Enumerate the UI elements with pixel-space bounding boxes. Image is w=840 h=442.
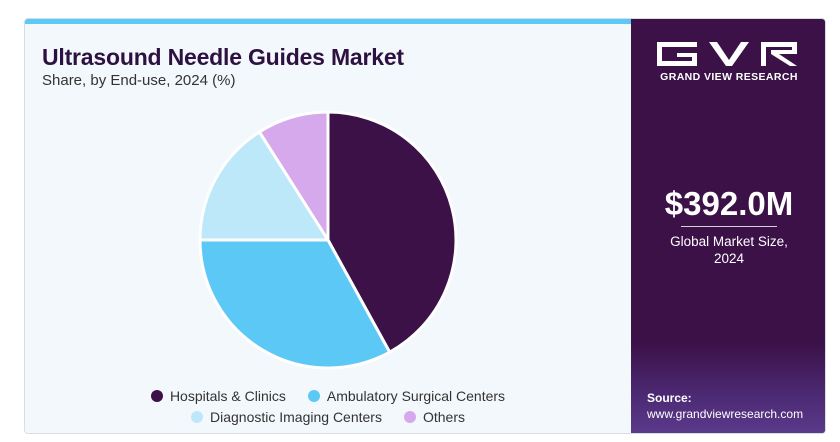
pie-slice-others xyxy=(257,110,330,242)
pie-slice-hospitals-clinics xyxy=(326,110,458,354)
chart-subtitle: Share, by End-use, 2024 (%) xyxy=(42,72,236,89)
info-panel-band xyxy=(631,343,825,433)
legend-item-others: Others xyxy=(403,409,465,425)
brand-logo-icon xyxy=(657,42,797,66)
legend-label: Diagnostic Imaging Centers xyxy=(210,409,382,425)
source-label: Source: xyxy=(647,391,692,405)
market-size-label-line2: 2024 xyxy=(713,251,745,266)
chart-panel: Ultrasound Needle Guides Market Share, b… xyxy=(25,19,631,433)
market-size-label-line1: Global Market Size, xyxy=(670,234,788,249)
chart-card: Ultrasound Needle Guides Market Share, b… xyxy=(24,18,826,434)
pie-slice-ambulatory-surgical-centers xyxy=(198,238,392,370)
legend-item-hospitals: Hospitals & Clinics xyxy=(150,388,286,404)
pie-slice-diagnostic-imaging-centers xyxy=(198,130,330,242)
source-url: www.grandviewresearch.com xyxy=(647,407,804,421)
market-size-value: $392.0M xyxy=(664,185,794,222)
chart-title: Ultrasound Needle Guides Market xyxy=(42,44,404,70)
info-panel: GRAND VIEW RESEARCH $392.0M Global Marke… xyxy=(631,19,825,433)
legend-swatch xyxy=(191,411,203,423)
market-size-label: Global Market Size, 2024 xyxy=(631,233,825,267)
brand-name: GRAND VIEW RESEARCH xyxy=(660,71,798,83)
legend-item-diagnostic: Diagnostic Imaging Centers xyxy=(191,409,382,425)
legend-row-1: Hospitals & Clinics Ambulatory Surgical … xyxy=(25,388,631,404)
legend-label: Ambulatory Surgical Centers xyxy=(326,388,506,404)
legend-label: Others xyxy=(422,409,465,425)
legend-swatch xyxy=(307,390,320,402)
divider xyxy=(681,226,777,227)
pie-chart xyxy=(198,110,458,370)
source-note: Source: www.grandviewresearch.com xyxy=(647,390,803,422)
legend-label: Hospitals & Clinics xyxy=(169,388,286,404)
legend-item-ambulatory: Ambulatory Surgical Centers xyxy=(307,388,506,404)
legend-swatch xyxy=(150,390,163,402)
legend-swatch xyxy=(403,411,416,423)
legend-row-2: Diagnostic Imaging Centers Others xyxy=(25,409,631,425)
